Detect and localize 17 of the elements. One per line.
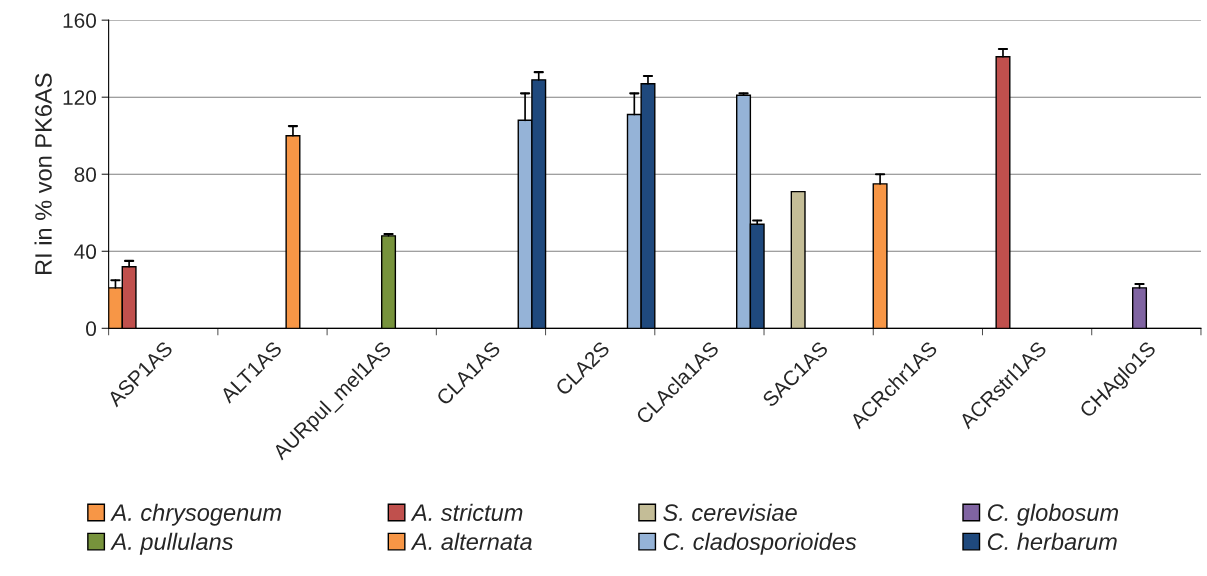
y-axis-title: RI in % von PK6AS [34,73,52,275]
legend-label: A. alternata [410,532,532,551]
legend-label: A. chrysogenum [110,503,281,526]
bar [1131,287,1148,329]
bar [790,190,806,329]
legend-label: A. pullulans [110,532,234,555]
y-tick-label: 80 [74,167,97,182]
legend-label: C. cladosporioides [663,532,857,555]
y-tick-label: 0 [86,321,97,337]
legend-label: C. globosum [987,503,1119,526]
y-tick-label: 160 [63,13,97,28]
legend-label: S. cerevisiae [663,503,797,521]
legend-label: A. strictum [410,503,523,521]
bar [381,235,397,329]
y-tick-label: 40 [74,244,97,260]
y-tick-label: 120 [63,90,97,105]
legend-label: C. herbarum [987,532,1117,551]
